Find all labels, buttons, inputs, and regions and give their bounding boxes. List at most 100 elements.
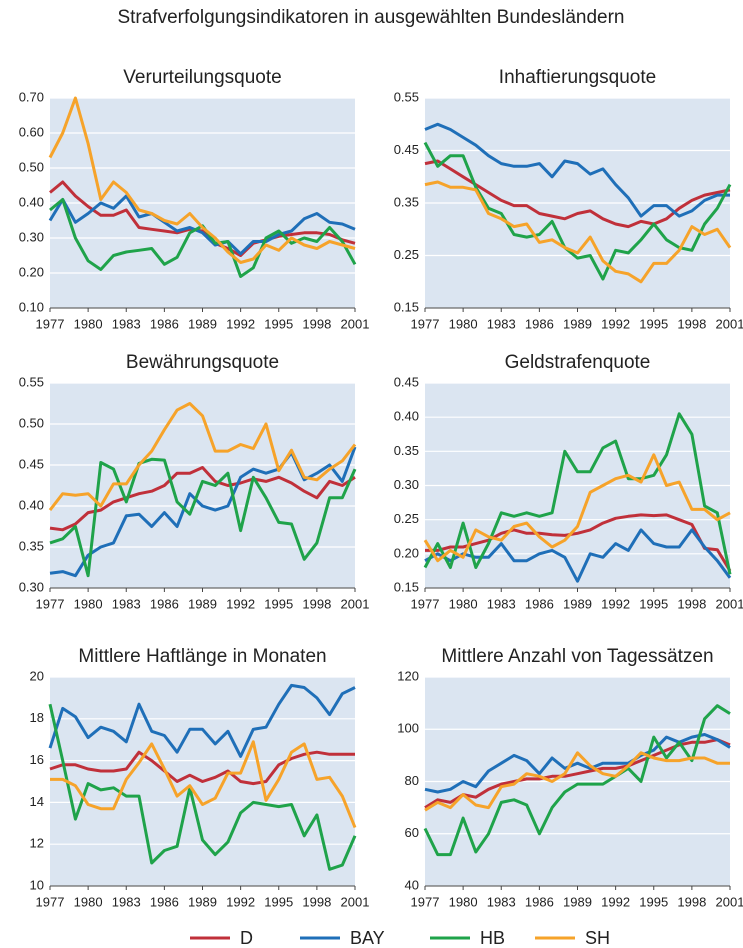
x-tick-label: 2001 bbox=[716, 316, 743, 331]
x-tick-label: 1998 bbox=[302, 596, 331, 611]
x-tick-label: 1989 bbox=[563, 596, 592, 611]
series-line bbox=[49, 180, 356, 257]
x-tick-label: 1983 bbox=[112, 316, 141, 331]
x-tick-label: 1983 bbox=[487, 596, 516, 611]
y-tick-label: 0.35 bbox=[394, 194, 419, 209]
y-tick-label: 0.60 bbox=[19, 124, 44, 139]
x-tick-label: 1977 bbox=[36, 316, 65, 331]
x-tick-label: 1986 bbox=[150, 316, 179, 331]
y-tick-label: 0.35 bbox=[394, 443, 419, 458]
y-tick-label: 0.35 bbox=[19, 538, 44, 553]
series-line bbox=[49, 457, 357, 578]
x-tick-label: 1995 bbox=[264, 316, 293, 331]
y-tick-label: 0.45 bbox=[394, 142, 419, 157]
y-tick-label: 20 bbox=[30, 668, 44, 683]
x-tick-label: 1980 bbox=[74, 596, 103, 611]
x-tick-label: 1980 bbox=[449, 596, 478, 611]
chart-title: Bewährungsquote bbox=[126, 352, 279, 373]
series-line bbox=[48, 703, 357, 871]
series-line bbox=[49, 446, 357, 578]
chart-title: Verurteilungsquote bbox=[123, 67, 281, 88]
x-tick-label: 1989 bbox=[563, 894, 592, 909]
y-tick-label: 0.40 bbox=[19, 194, 44, 209]
legend-label: BAY bbox=[350, 928, 385, 948]
x-tick-label: 1980 bbox=[74, 316, 103, 331]
y-tick-label: 80 bbox=[405, 773, 419, 788]
y-tick-label: 12 bbox=[30, 836, 44, 851]
x-tick-label: 1989 bbox=[563, 316, 592, 331]
x-tick-label: 1992 bbox=[226, 596, 255, 611]
x-tick-label: 1995 bbox=[639, 316, 668, 331]
x-tick-label: 1989 bbox=[188, 316, 217, 331]
y-tick-label: 100 bbox=[397, 721, 419, 736]
series-line bbox=[424, 122, 730, 218]
x-tick-label: 1992 bbox=[226, 894, 255, 909]
y-tick-label: 0.45 bbox=[394, 374, 419, 389]
x-tick-label: 1986 bbox=[150, 894, 179, 909]
series-line bbox=[425, 513, 732, 572]
y-tick-label: 0.30 bbox=[19, 229, 44, 244]
y-tick-label: 16 bbox=[30, 752, 44, 767]
series-line bbox=[49, 750, 355, 786]
y-tick-label: 14 bbox=[30, 794, 44, 809]
x-tick-label: 2001 bbox=[341, 316, 370, 331]
y-tick-label: 0.50 bbox=[19, 415, 44, 430]
y-tick-label: 0.20 bbox=[394, 545, 419, 560]
y-tick-label: 0.55 bbox=[19, 374, 44, 389]
x-tick-label: 1986 bbox=[525, 894, 554, 909]
y-tick-label: 0.15 bbox=[394, 579, 419, 594]
x-tick-label: 1977 bbox=[411, 596, 440, 611]
x-tick-label: 1983 bbox=[487, 894, 516, 909]
x-tick-label: 1986 bbox=[525, 596, 554, 611]
x-tick-label: 1983 bbox=[487, 316, 516, 331]
x-tick-label: 1998 bbox=[677, 894, 706, 909]
y-tick-label: 18 bbox=[30, 710, 44, 725]
x-tick-label: 1995 bbox=[264, 894, 293, 909]
y-tick-label: 0.30 bbox=[19, 579, 44, 594]
y-tick-label: 0.25 bbox=[394, 511, 419, 526]
y-tick-label: 120 bbox=[397, 668, 419, 683]
y-tick-label: 0.40 bbox=[394, 409, 419, 424]
x-tick-label: 1995 bbox=[639, 894, 668, 909]
x-tick-label: 1998 bbox=[302, 316, 331, 331]
x-tick-label: 1986 bbox=[150, 596, 179, 611]
y-tick-label: 0.10 bbox=[19, 299, 44, 314]
y-tick-label: 0.40 bbox=[19, 497, 44, 512]
x-tick-label: 1983 bbox=[112, 894, 141, 909]
chart-title: Mittlere Anzahl von Tagessätzen bbox=[441, 646, 713, 667]
x-tick-label: 2001 bbox=[341, 596, 370, 611]
x-tick-label: 2001 bbox=[716, 596, 743, 611]
chart-title: Mittlere Haftlänge in Monaten bbox=[78, 646, 326, 667]
series-line bbox=[424, 528, 732, 583]
x-tick-label: 1992 bbox=[601, 596, 630, 611]
series-line bbox=[50, 740, 357, 829]
legend-label: SH bbox=[585, 928, 610, 948]
x-tick-label: 1980 bbox=[449, 894, 478, 909]
y-tick-label: 0.30 bbox=[394, 477, 419, 492]
x-tick-label: 1998 bbox=[677, 316, 706, 331]
x-tick-label: 1977 bbox=[36, 596, 65, 611]
legend-label: D bbox=[240, 928, 253, 948]
y-tick-label: 60 bbox=[405, 825, 419, 840]
series-line bbox=[49, 466, 356, 532]
x-tick-label: 1980 bbox=[449, 316, 478, 331]
y-tick-label: 0.50 bbox=[19, 159, 44, 174]
series-line bbox=[423, 704, 731, 857]
x-tick-label: 1977 bbox=[411, 316, 440, 331]
x-tick-label: 2001 bbox=[716, 894, 743, 909]
series-line bbox=[48, 402, 357, 512]
page-title: Strafverfolgungsindikatoren in ausgewähl… bbox=[117, 7, 624, 28]
y-tick-label: 0.55 bbox=[394, 89, 419, 104]
series-line bbox=[48, 96, 356, 264]
x-tick-label: 1998 bbox=[677, 596, 706, 611]
x-tick-label: 1983 bbox=[112, 596, 141, 611]
x-tick-label: 1995 bbox=[264, 596, 293, 611]
series-line bbox=[423, 412, 732, 575]
x-tick-label: 1977 bbox=[36, 894, 65, 909]
series-line bbox=[48, 683, 356, 758]
chart-title: Inhaftierungsquote bbox=[499, 67, 656, 88]
x-tick-label: 1989 bbox=[188, 596, 217, 611]
y-tick-label: 0.15 bbox=[394, 299, 419, 314]
x-tick-label: 1998 bbox=[302, 894, 331, 909]
